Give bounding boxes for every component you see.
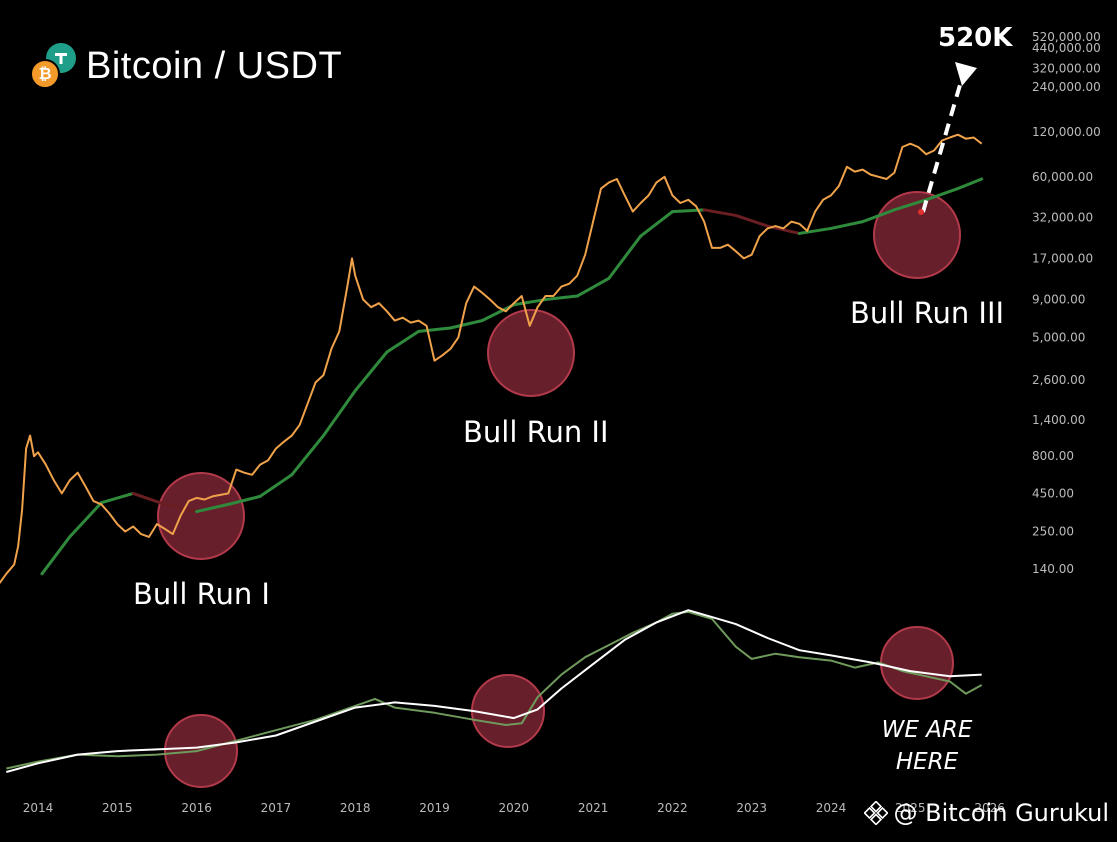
x-tick-label: 2018	[340, 801, 371, 815]
x-tick-label: 2020	[499, 801, 530, 815]
ma-segment	[892, 198, 928, 212]
x-tick-label: 2016	[181, 801, 212, 815]
x-tick-label: 2025	[895, 801, 926, 815]
osc-circle-1	[164, 714, 238, 788]
bull-run-3-circle	[873, 191, 961, 279]
ma-segment	[512, 298, 548, 307]
x-tick-label: 2026	[974, 801, 1005, 815]
y-axis-ticks: 140.00 250.00 450.00 800.00 1,400.00 2,600.00…	[1032, 30, 1101, 576]
pair-title: Bitcoin / USDT	[86, 44, 343, 87]
y-tick-label: 1,400.00	[1032, 413, 1085, 427]
y-tick-label: 17,000.00	[1032, 251, 1093, 265]
ma-segment	[226, 494, 262, 506]
ma-segment	[195, 502, 230, 514]
ma-segment	[258, 473, 294, 498]
x-tick-label: 2019	[419, 801, 450, 815]
y-tick-label: 240,000.00	[1032, 80, 1101, 94]
ma-segment	[607, 234, 643, 280]
ma-segment	[702, 208, 738, 217]
ma-segment	[734, 213, 770, 228]
y-tick-label: 5,000.00	[1032, 331, 1085, 345]
bitcoin-icon: ₿	[30, 59, 60, 89]
x-tick-label: 2014	[23, 801, 54, 815]
x-axis-ticks: 2014 2015 2016 2017 2018 2019 2020 2021 2022 2023…	[23, 801, 1005, 815]
ma-segment	[448, 319, 484, 330]
projection-arrow	[918, 62, 977, 215]
ma-segment	[40, 535, 72, 576]
y-tick-label: 800.00	[1032, 449, 1074, 463]
ma-segment	[99, 491, 135, 505]
ma-segment	[924, 187, 960, 202]
current-price-dot	[918, 209, 924, 215]
projection-dashed-line	[921, 77, 964, 213]
ma-segment	[417, 326, 452, 333]
bull-run-1-label: Bull Run I	[133, 577, 270, 611]
y-tick-label: 450.00	[1032, 486, 1074, 500]
x-tick-label: 2022	[657, 801, 688, 815]
ma-segment	[956, 177, 984, 191]
bull-run-2-label: Bull Run II	[463, 415, 609, 449]
ma-segment	[829, 220, 865, 230]
y-tick-label: 520,000.00	[1032, 30, 1101, 44]
osc-circle-3	[880, 626, 954, 700]
x-tick-label: 2024	[816, 801, 847, 815]
ma-segment	[385, 329, 421, 354]
y-tick-label: 2,600.00	[1032, 373, 1085, 387]
ma-segment	[575, 276, 611, 298]
ma-segment	[163, 502, 199, 514]
ma-segment	[861, 208, 896, 224]
y-tick-label: 140.00	[1032, 562, 1074, 576]
binance-icon	[863, 801, 888, 825]
pair-logo: ₿	[28, 41, 78, 91]
we-are-here-line-1: WE ARE	[882, 717, 973, 743]
ma-segment	[321, 389, 357, 438]
ma-segment	[353, 350, 389, 393]
watermark-text: @ Bitcoin Gurukul	[893, 799, 1109, 827]
highlight-circles	[157, 191, 961, 788]
x-tick-label: 2023	[736, 801, 767, 815]
price-line	[0, 133, 983, 585]
watermark: @ Bitcoin Gurukul	[863, 799, 1109, 827]
ma-segment	[639, 210, 674, 238]
ma-segment	[290, 434, 325, 477]
y-tick-label: 60,000.00	[1032, 170, 1093, 184]
x-tick-label: 2017	[261, 801, 292, 815]
bull-run-2-circle	[487, 309, 575, 397]
y-tick-label: 250.00	[1032, 524, 1074, 538]
y-tick-label: 320,000.00	[1032, 61, 1101, 75]
oscillator-line	[6, 610, 983, 770]
we-are-here-line-2: HERE	[896, 749, 959, 775]
projection-arrowhead	[955, 62, 977, 86]
y-tick-label: 440,000.00	[1032, 41, 1101, 55]
ma-segment	[68, 501, 103, 539]
ma-segment	[544, 294, 579, 302]
x-tick-label: 2015	[102, 801, 133, 815]
x-tick-label: 2021	[578, 801, 609, 815]
bull-run-3-label: Bull Run III	[850, 296, 1004, 330]
y-tick-label: 32,000.00	[1032, 210, 1093, 224]
oscillator-signal-line	[6, 609, 982, 773]
target-label: 520K	[938, 23, 1013, 53]
ma-segment	[797, 226, 833, 235]
ma-segment	[131, 491, 167, 506]
series-lines	[0, 133, 984, 773]
y-tick-label: 9,000.00	[1032, 293, 1085, 307]
chart-header: ₿ Bitcoin / USDT	[28, 38, 342, 94]
y-tick-label: 120,000.00	[1032, 125, 1101, 139]
